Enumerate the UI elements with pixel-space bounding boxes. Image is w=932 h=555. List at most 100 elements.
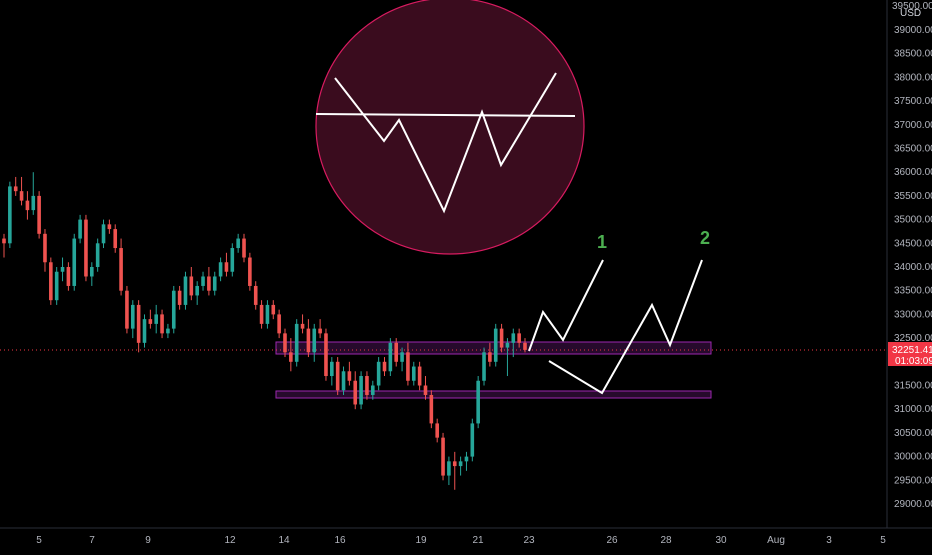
candle-up[interactable] <box>142 319 147 343</box>
candle-up[interactable] <box>195 285 199 296</box>
candle-up[interactable] <box>458 461 463 467</box>
candle-up[interactable] <box>212 276 217 291</box>
candle-up[interactable] <box>476 380 480 424</box>
candle-up[interactable] <box>388 342 393 372</box>
candle-up[interactable] <box>330 361 334 377</box>
candle-up[interactable] <box>464 456 469 462</box>
pattern-circle[interactable] <box>315 0 585 255</box>
time-axis[interactable]: 5 7 9 12 14 16 19 21 23 26 28 30 Aug 3 5 <box>36 535 886 546</box>
candle-down[interactable] <box>324 333 328 377</box>
candle-down[interactable] <box>435 423 439 438</box>
candle-up[interactable] <box>411 366 416 381</box>
candle-up[interactable] <box>359 376 363 405</box>
candle-down[interactable] <box>259 304 264 324</box>
candle-down[interactable] <box>242 238 246 258</box>
scenario-1-path[interactable] <box>528 259 604 352</box>
pattern-neckline[interactable] <box>315 113 576 117</box>
candle-up[interactable] <box>265 304 270 324</box>
candle-down[interactable] <box>382 361 387 372</box>
candle-up[interactable] <box>154 314 159 324</box>
candle-down[interactable] <box>423 385 428 395</box>
candle-down[interactable] <box>148 319 153 324</box>
pattern-illustration[interactable] <box>315 0 585 255</box>
lower-zone[interactable] <box>275 390 712 399</box>
candle-up[interactable] <box>201 276 205 286</box>
candle-up[interactable] <box>470 423 475 457</box>
candle-down[interactable] <box>289 352 293 362</box>
candle-down[interactable] <box>517 333 521 343</box>
candle-down[interactable] <box>271 304 276 315</box>
candle-down[interactable] <box>429 394 434 424</box>
candle-up[interactable] <box>376 361 381 386</box>
candle-up[interactable] <box>31 195 36 211</box>
candle-up[interactable] <box>72 238 77 286</box>
candle-up[interactable] <box>230 248 235 272</box>
candle-up[interactable] <box>236 238 240 249</box>
candle-down[interactable] <box>441 437 445 476</box>
pattern-zigzag[interactable] <box>334 72 557 214</box>
candle-down[interactable] <box>452 461 457 467</box>
candle-up[interactable] <box>95 243 100 267</box>
candle-up[interactable] <box>183 276 188 305</box>
candle-down[interactable] <box>207 276 211 291</box>
candle-down[interactable] <box>125 290 129 329</box>
candle-down[interactable] <box>189 276 194 296</box>
candle-up[interactable] <box>218 262 223 277</box>
candle-up[interactable] <box>341 371 346 391</box>
candle-down[interactable] <box>417 366 422 386</box>
candle-down[interactable] <box>253 285 258 305</box>
candle-down[interactable] <box>66 267 71 286</box>
candle-down[interactable] <box>365 376 369 395</box>
candle-up[interactable] <box>511 333 516 343</box>
candle-down[interactable] <box>119 248 123 291</box>
candle-down[interactable] <box>406 352 410 381</box>
candle-down[interactable] <box>523 342 527 350</box>
candle-down[interactable] <box>113 229 118 249</box>
candle-down[interactable] <box>13 186 18 192</box>
candle-down[interactable] <box>107 224 112 230</box>
upper-zone[interactable] <box>275 341 712 355</box>
candle-down[interactable] <box>248 257 252 286</box>
candle-up[interactable] <box>370 385 375 395</box>
candle-up[interactable] <box>493 328 498 362</box>
price-axis[interactable]: 39000.00 38500.00 38000.00 37500.00 37000.00… <box>894 25 932 510</box>
candle-down[interactable] <box>224 262 229 272</box>
candle-up[interactable] <box>505 342 510 348</box>
scenario-2-path[interactable] <box>548 259 703 395</box>
candle-up[interactable] <box>101 224 106 244</box>
candle-up[interactable] <box>171 290 176 329</box>
candle-down[interactable] <box>84 219 88 277</box>
candle-down[interactable] <box>2 238 6 244</box>
candle-up[interactable] <box>8 186 12 244</box>
candle-up[interactable] <box>90 267 94 277</box>
candle-down[interactable] <box>25 200 30 211</box>
candle-down[interactable] <box>37 195 41 234</box>
candle-up[interactable] <box>482 352 486 381</box>
candle-down[interactable] <box>177 290 182 305</box>
candle-up[interactable] <box>54 271 59 301</box>
candle-down[interactable] <box>19 191 24 201</box>
candle-up[interactable] <box>166 328 170 334</box>
candle-up[interactable] <box>130 304 135 329</box>
candle-down[interactable] <box>318 328 322 334</box>
candle-down[interactable] <box>347 371 352 381</box>
candle-down[interactable] <box>43 233 47 263</box>
candle-up[interactable] <box>400 352 404 362</box>
candle-up[interactable] <box>447 461 451 476</box>
candle-down[interactable] <box>300 323 305 329</box>
candle-down[interactable] <box>136 304 141 343</box>
candle-up[interactable] <box>312 328 317 353</box>
candle-down[interactable] <box>353 380 358 405</box>
candle-down[interactable] <box>283 333 287 353</box>
candle-down[interactable] <box>488 352 492 362</box>
candle-down[interactable] <box>277 314 281 334</box>
candle-down[interactable] <box>335 361 340 391</box>
candle-down[interactable] <box>306 328 311 353</box>
candle-up[interactable] <box>60 267 65 272</box>
candle-down[interactable] <box>499 328 504 348</box>
candle-down[interactable] <box>160 314 164 334</box>
candle-down[interactable] <box>394 342 399 362</box>
candle-up[interactable] <box>78 219 82 239</box>
